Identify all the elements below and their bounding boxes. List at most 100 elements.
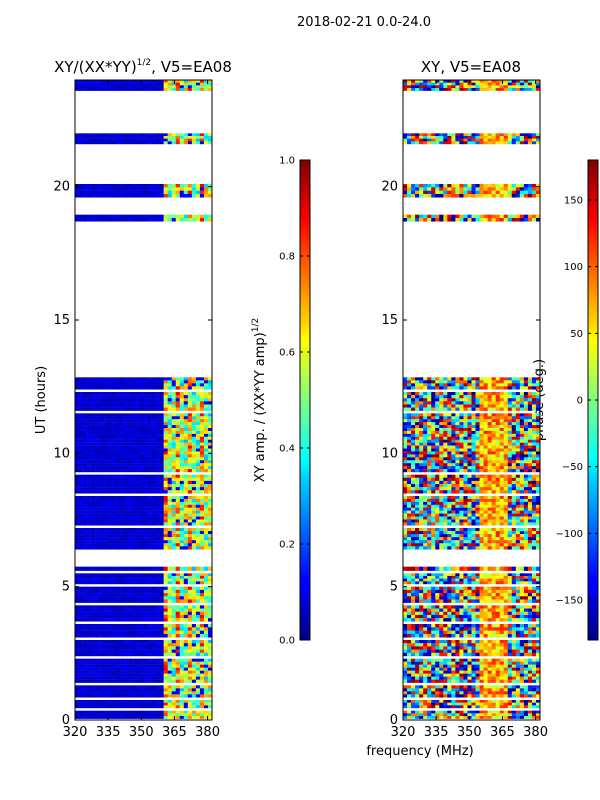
heatmap-cell: [151, 614, 156, 619]
heatmap-cell: [143, 474, 148, 478]
heatmap-cell: [519, 713, 525, 717]
heatmap-cell: [207, 537, 213, 541]
heatmap-cell: [191, 596, 197, 600]
heatmap-cell: [91, 608, 96, 612]
heatmap-cell: [179, 630, 185, 635]
heatmap-cell: [419, 599, 424, 603]
heatmap-cell: [143, 702, 148, 706]
heatmap-cell: [167, 454, 173, 458]
heatmap-cell: [423, 702, 428, 706]
heatmap-cell: [171, 428, 177, 432]
heatmap-cell: [459, 652, 464, 657]
heatmap-cell: [459, 618, 464, 622]
heatmap-cell: [435, 716, 440, 719]
heatmap-cell: [163, 586, 168, 591]
heatmap-cell: [443, 627, 448, 631]
heatmap-cell: [163, 490, 168, 494]
heatmap-cell: [115, 214, 120, 219]
heatmap-cell: [467, 593, 472, 597]
heatmap-cell: [107, 576, 112, 579]
heatmap-cell: [503, 685, 509, 689]
heatmap-cell: [95, 705, 100, 709]
heatmap-cell: [107, 386, 112, 390]
heatmap-cell: [163, 630, 168, 635]
heatmap-cell: [203, 605, 209, 609]
heatmap-cell: [87, 624, 92, 628]
heatmap-cell: [535, 646, 541, 650]
heatmap-cell: [191, 614, 197, 619]
heatmap-cell: [111, 136, 116, 139]
heatmap-cell: [203, 537, 209, 541]
heatmap-cell: [111, 522, 116, 526]
heatmap-cell: [515, 676, 521, 680]
heatmap-cell: [147, 646, 152, 650]
heatmap-cell: [163, 454, 168, 458]
heatmap-cell: [199, 608, 205, 612]
heatmap-cell: [131, 694, 136, 698]
heatmap-cell: [179, 398, 185, 402]
heatmap-cell: [95, 404, 100, 408]
heatmap-cell: [191, 608, 197, 612]
heatmap-cell: [483, 685, 488, 689]
heatmap-cell: [183, 422, 189, 426]
heatmap-cell: [99, 436, 104, 440]
heatmap-cell: [151, 513, 156, 517]
heatmap-cell: [103, 214, 108, 219]
heatmap-cell: [87, 436, 92, 440]
heatmap-cell: [163, 442, 168, 446]
heatmap-cell: [491, 710, 496, 714]
heatmap-cell: [147, 194, 152, 198]
heatmap-cell: [143, 422, 148, 426]
heatmap-cell: [83, 676, 88, 680]
heatmap-cell: [115, 652, 120, 657]
heatmap-cell: [163, 386, 168, 390]
heatmap-cell: [519, 658, 525, 662]
heatmap-cell: [475, 664, 480, 668]
heatmap-cell: [143, 136, 148, 139]
heatmap-cell: [411, 658, 416, 662]
heatmap-cell: [451, 611, 456, 616]
heatmap-cell: [95, 519, 100, 523]
heatmap-cell: [119, 593, 124, 597]
heatmap-cell: [83, 428, 88, 432]
heatmap-cell: [107, 401, 112, 405]
heatmap-cell: [111, 187, 116, 191]
heatmap-cell: [491, 676, 496, 680]
heatmap-cell: [123, 566, 128, 571]
heatmap-cell: [187, 480, 193, 485]
heatmap-cell: [75, 611, 80, 616]
heatmap-cell: [103, 136, 108, 139]
heatmap-cell: [171, 469, 177, 473]
heatmap-cell: [75, 496, 80, 500]
heatmap-cell: [407, 646, 412, 650]
left-heatmap-cells: [75, 80, 213, 719]
heatmap-cell: [427, 670, 432, 674]
heatmap-cell: [439, 593, 444, 597]
heatmap-cell: [163, 190, 168, 195]
heatmap-cell: [475, 658, 480, 662]
heatmap-cell: [107, 522, 112, 526]
heatmap-cell: [83, 534, 88, 538]
heatmap-cell: [159, 419, 164, 423]
heatmap-cell: [127, 190, 132, 195]
heatmap-cell: [179, 605, 185, 609]
heatmap-cell: [139, 670, 144, 674]
heatmap-cell: [159, 513, 164, 517]
heatmap-cell: [147, 88, 152, 91]
heatmap-cell: [83, 716, 88, 719]
heatmap-cell: [103, 679, 108, 683]
heatmap-cell: [107, 377, 112, 381]
heatmap-cell: [139, 82, 144, 86]
heatmap-cell: [87, 519, 92, 523]
heatmap-cell: [111, 643, 116, 647]
heatmap-cell: [479, 652, 484, 657]
heatmap-cell: [139, 546, 144, 550]
heatmap-cell: [523, 646, 529, 650]
heatmap-cell: [443, 710, 448, 714]
heatmap-cell: [99, 522, 104, 526]
heatmap-cell: [403, 614, 408, 619]
heatmap-cell: [147, 531, 152, 535]
heatmap-cell: [79, 454, 84, 458]
heatmap-cell: [495, 679, 501, 683]
heatmap-cell: [475, 611, 480, 616]
